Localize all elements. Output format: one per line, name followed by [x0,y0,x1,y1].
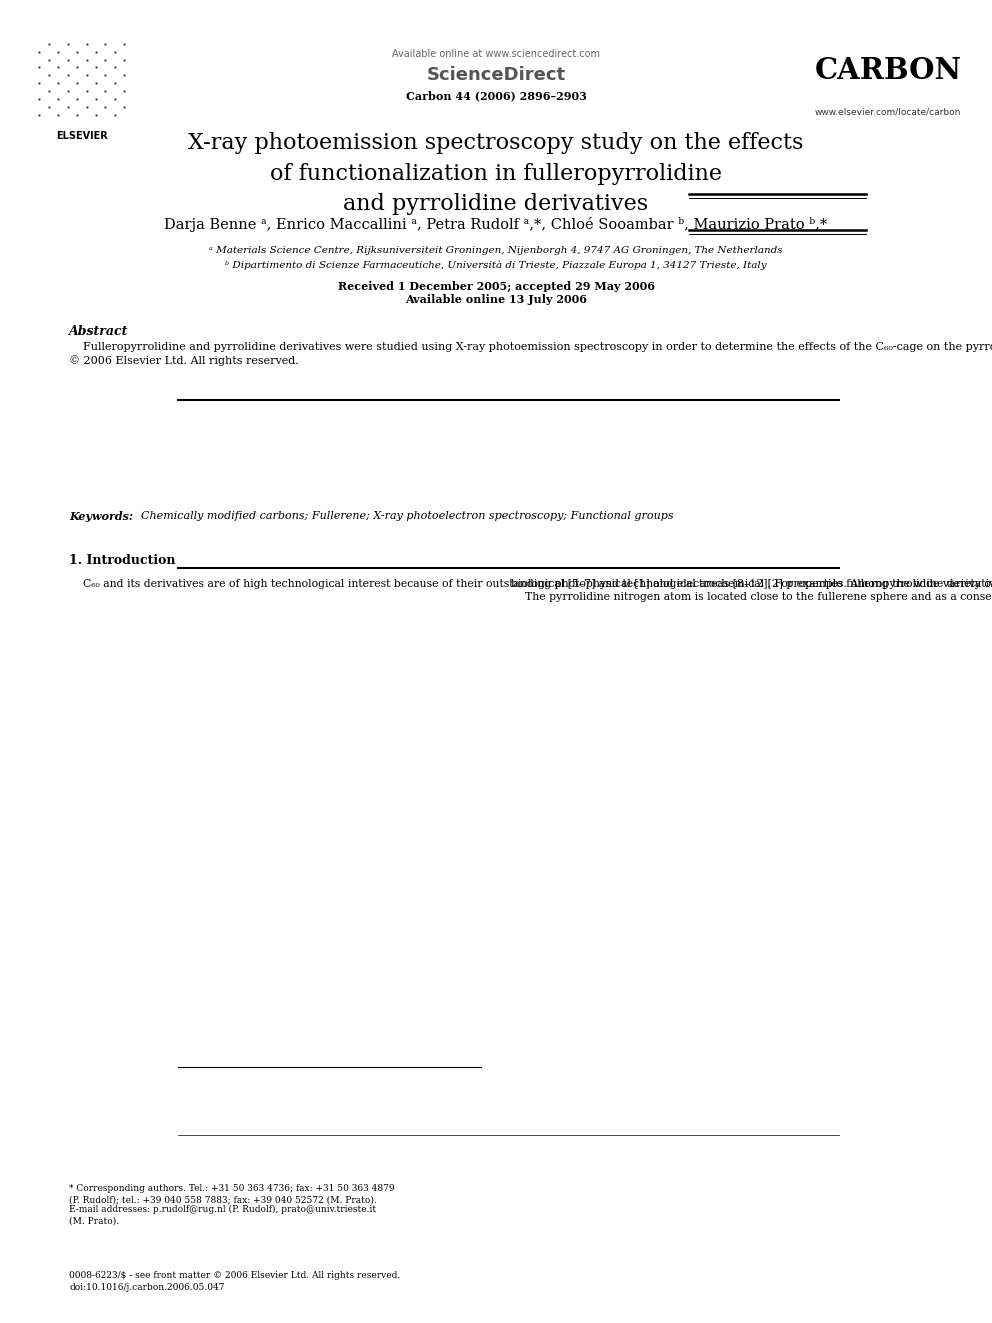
Text: www.elsevier.com/locate/carbon: www.elsevier.com/locate/carbon [814,107,961,116]
Text: CARBON: CARBON [814,56,961,85]
Text: Abstract: Abstract [69,325,129,339]
Text: * Corresponding authors. Tel.: +31 50 363 4736; fax: +31 50 363 4879
(P. Rudolf): * Corresponding authors. Tel.: +31 50 36… [69,1184,395,1204]
Text: 0008-6223/$ - see front matter © 2006 Elsevier Ltd. All rights reserved.
doi:10.: 0008-6223/$ - see front matter © 2006 El… [69,1271,401,1291]
Text: Received 1 December 2005; accepted 29 May 2006: Received 1 December 2005; accepted 29 Ma… [337,280,655,291]
Text: Fulleropyrrolidine and pyrrolidine derivatives were studied using X-ray photoemi: Fulleropyrrolidine and pyrrolidine deriv… [69,341,992,365]
Text: ᵃ Materials Science Centre, Rijksuniversiteit Groningen, Nijenborgh 4, 9747 AG G: ᵃ Materials Science Centre, Rijksunivers… [209,246,783,255]
Text: Keywords:: Keywords: [69,511,137,521]
Text: E-mail addresses: p.rudolf@rug.nl (P. Rudolf), prato@univ.trieste.it
(M. Prato).: E-mail addresses: p.rudolf@rug.nl (P. Ru… [69,1205,377,1225]
Text: Chemically modified carbons; Fullerene; X-ray photoelectron spectroscopy; Functi: Chemically modified carbons; Fullerene; … [141,511,674,521]
Text: Available online 13 July 2006: Available online 13 July 2006 [405,294,587,304]
Text: ᵇ Dipartimento di Scienze Farmaceutiche, Università di Trieste, Piazzale Europa : ᵇ Dipartimento di Scienze Farmaceutiche,… [225,261,767,270]
Text: ScienceDirect: ScienceDirect [427,66,565,85]
Text: Available online at www.sciencedirect.com: Available online at www.sciencedirect.co… [392,49,600,60]
Text: biological [5–7] and technological areas [8–12]. For example fulleropyrrolidine : biological [5–7] and technological areas… [511,579,992,602]
Text: X-ray photoemission spectroscopy study on the effects
of functionalization in fu: X-ray photoemission spectroscopy study o… [188,132,804,216]
Text: ELSEVIER: ELSEVIER [56,131,108,142]
Text: 1. Introduction: 1. Introduction [69,554,176,568]
Text: C₆₀ and its derivatives are of high technological interest because of their outs: C₆₀ and its derivatives are of high tech… [69,579,992,590]
Text: Carbon 44 (2006) 2896–2903: Carbon 44 (2006) 2896–2903 [406,90,586,101]
Text: Darja Benne ᵃ, Enrico Maccallini ᵃ, Petra Rudolf ᵃ,*, Chloé Sooambar ᵇ, Maurizio: Darja Benne ᵃ, Enrico Maccallini ᵃ, Petr… [165,217,827,232]
